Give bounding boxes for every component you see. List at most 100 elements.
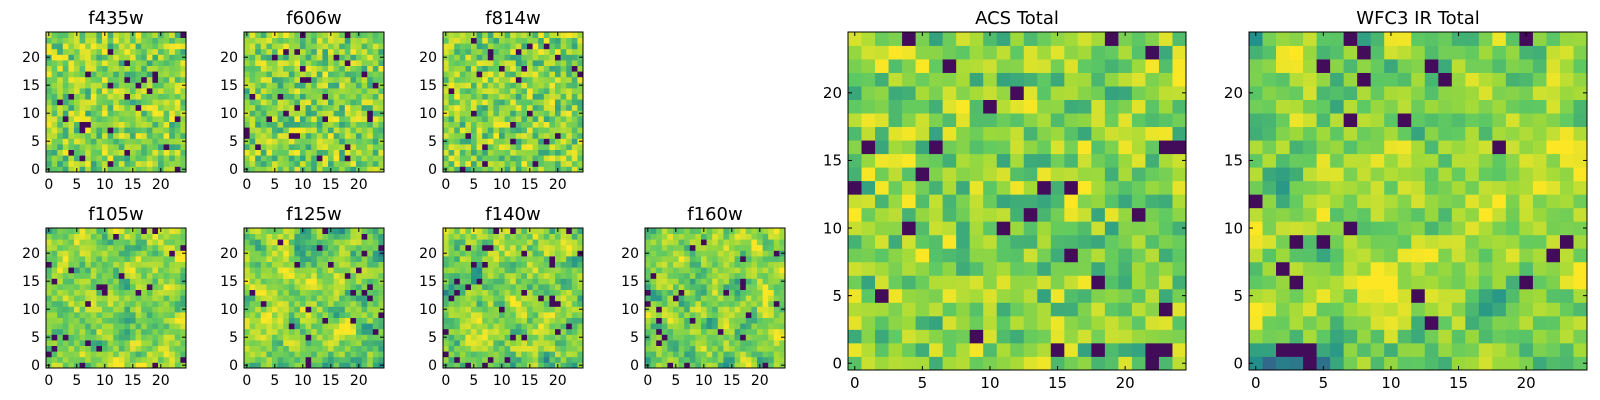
- heatmap-cell: [532, 239, 539, 246]
- heatmap-cell: [443, 149, 449, 156]
- heatmap-cell: [260, 228, 267, 234]
- heatmap-cell: [571, 121, 578, 128]
- heatmap-cell: [1050, 275, 1065, 290]
- heatmap-cell: [560, 351, 567, 358]
- heatmap-cell: [367, 166, 374, 173]
- heatmap-cell: [130, 121, 136, 128]
- heatmap-cell: [152, 60, 159, 66]
- heatmap-cell: [656, 256, 663, 262]
- heatmap-cell: [650, 272, 657, 279]
- heatmap-cell: [476, 37, 483, 44]
- heatmap-cell: [560, 149, 567, 156]
- heatmap-cell: [328, 256, 334, 262]
- heatmap-cell: [367, 278, 374, 285]
- heatmap-cell: [532, 295, 539, 302]
- heatmap-cell: [163, 132, 170, 139]
- heatmap-cell: [367, 345, 374, 352]
- heatmap-cell: [322, 82, 329, 89]
- heatmap-cell: [46, 300, 52, 307]
- heatmap-cell: [443, 60, 449, 66]
- heatmap-cell: [344, 323, 351, 330]
- heatmap-cell: [266, 88, 273, 94]
- heatmap-cell: [510, 104, 517, 111]
- heatmap-cell: [740, 334, 747, 341]
- heatmap-cell: [673, 278, 679, 285]
- heatmap-cell: [130, 278, 136, 285]
- heatmap-cell: [169, 323, 176, 330]
- heatmap-cell: [305, 93, 312, 100]
- heatmap-cell: [62, 104, 69, 111]
- heatmap-cell: [689, 300, 696, 307]
- heatmap-cell: [152, 160, 159, 167]
- heatmap-cell: [1104, 207, 1119, 222]
- heatmap-cell: [152, 244, 159, 251]
- heatmap-cell: [1023, 180, 1038, 195]
- heatmap-cell: [57, 104, 64, 111]
- heatmap-cell: [465, 323, 472, 330]
- heatmap-cell: [729, 267, 735, 274]
- heatmap-cell: [510, 244, 517, 251]
- heatmap-cell: [51, 110, 58, 117]
- heatmap-cell: [152, 340, 159, 346]
- heatmap-cell: [723, 300, 730, 307]
- y-tick-label: 5: [229, 330, 238, 346]
- heatmap-cell: [85, 138, 92, 145]
- heatmap-cell: [471, 104, 477, 111]
- heatmap-cell: [661, 244, 668, 251]
- heatmap-cell: [650, 267, 657, 274]
- heatmap-cell: [454, 93, 461, 100]
- heatmap-cell: [85, 116, 92, 122]
- heatmap-cell: [90, 32, 97, 38]
- heatmap-cell: [146, 334, 153, 341]
- heatmap-cell: [163, 104, 170, 111]
- heatmap-cell: [277, 256, 284, 262]
- heatmap-cell: [57, 65, 64, 72]
- heatmap-cell: [577, 328, 584, 335]
- heatmap-cell: [316, 239, 323, 246]
- heatmap-cell: [57, 48, 64, 55]
- heatmap-cell: [454, 362, 461, 369]
- heatmap-cell: [260, 48, 267, 55]
- heatmap-cell: [316, 110, 323, 117]
- heatmap-cell: [538, 284, 545, 290]
- heatmap-cell: [174, 267, 181, 274]
- heatmap-cell: [350, 244, 357, 251]
- heatmap-cell: [465, 88, 472, 94]
- heatmap-cell: [350, 295, 357, 302]
- heatmap-cell: [367, 272, 374, 279]
- heatmap-cell: [118, 71, 125, 78]
- heatmap-cell: [695, 300, 702, 307]
- heatmap-cell: [695, 334, 702, 341]
- heatmap-cell: [571, 82, 578, 89]
- heatmap-cell: [476, 351, 483, 358]
- heatmap-cell: [695, 272, 702, 279]
- heatmap-cell: [650, 345, 657, 352]
- heatmap-cell: [751, 295, 758, 302]
- heatmap-cell: [1023, 288, 1038, 303]
- heatmap-cell: [487, 267, 494, 274]
- heatmap-cell: [448, 356, 455, 363]
- heatmap-cell: [476, 76, 483, 83]
- heatmap-cell: [294, 300, 301, 307]
- heatmap-cell: [367, 340, 374, 346]
- heatmap-cell: [701, 328, 707, 335]
- heatmap-cell: [57, 312, 64, 318]
- heatmap-cell: [85, 256, 92, 262]
- heatmap-cell: [74, 356, 80, 363]
- heatmap-cell: [487, 228, 494, 234]
- heatmap-cell: [577, 300, 584, 307]
- heatmap-cell: [712, 284, 719, 290]
- heatmap-cell: [57, 284, 64, 290]
- heatmap-cell: [102, 155, 108, 162]
- heatmap-cell: [1023, 302, 1038, 317]
- heatmap-cell: [102, 127, 108, 134]
- heatmap-cell: [118, 272, 125, 279]
- heatmap-cell: [174, 138, 181, 145]
- heatmap-cell: [875, 167, 889, 182]
- heatmap-cell: [667, 289, 674, 296]
- heatmap-cell: [158, 278, 164, 285]
- heatmap-cell: [888, 234, 903, 249]
- heatmap-cell: [249, 127, 256, 134]
- heatmap-cell: [174, 127, 181, 134]
- heatmap-cell: [915, 207, 930, 222]
